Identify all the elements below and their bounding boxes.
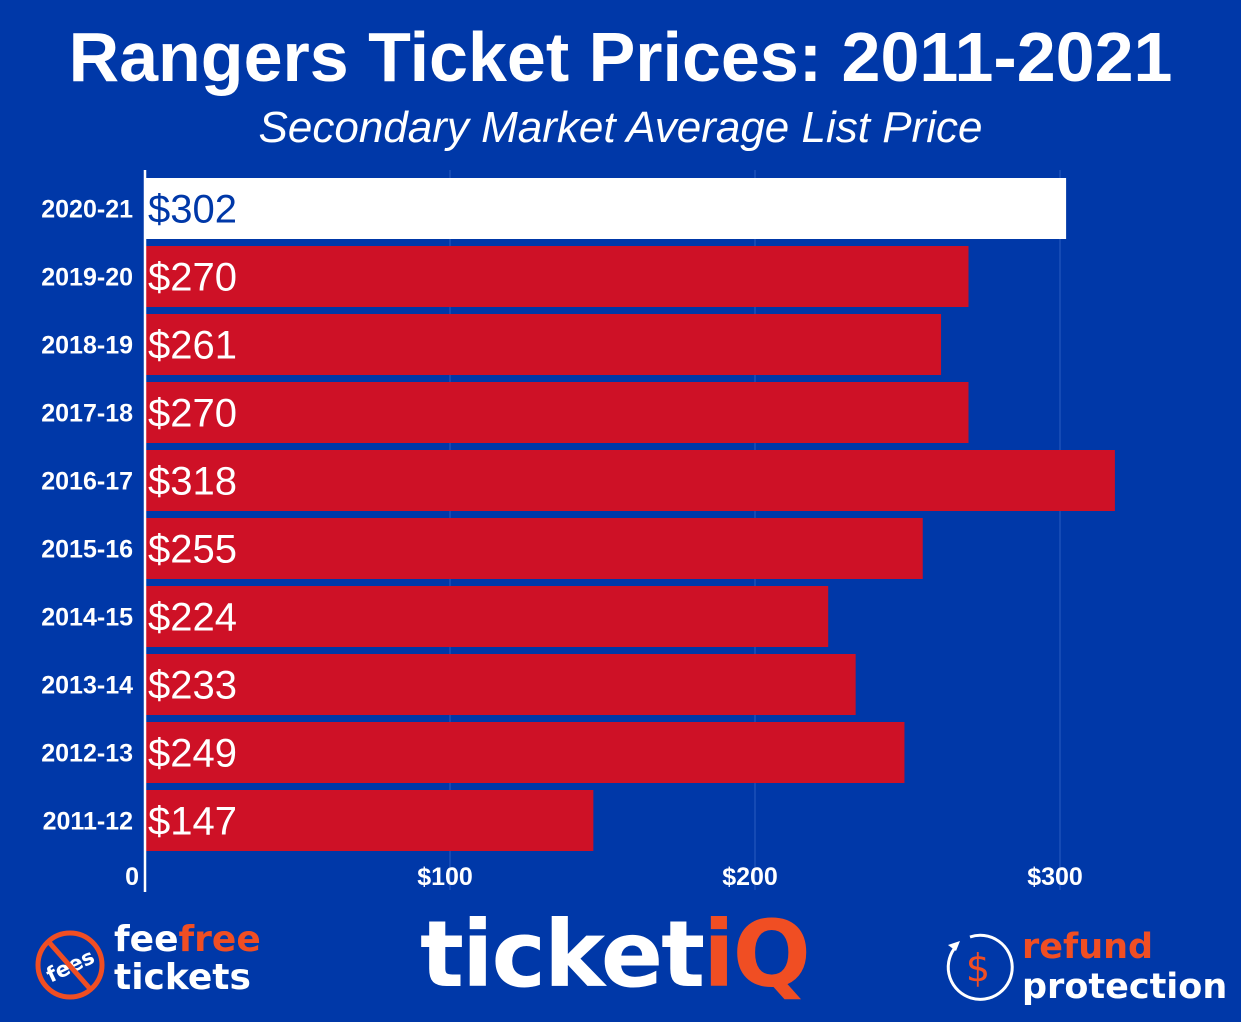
bar-2020-21 xyxy=(145,178,1067,239)
bar-2019-20 xyxy=(145,246,969,307)
refund-text: refund xyxy=(1022,927,1154,967)
chart-subtitle: Secondary Market Average List Price xyxy=(258,103,983,152)
bar-2018-19 xyxy=(145,314,942,375)
bar-2016-17 xyxy=(145,450,1115,511)
bar-2012-13 xyxy=(145,722,905,783)
y-tick-label: 2018-19 xyxy=(41,332,133,360)
svg-text:$: $ xyxy=(966,946,990,990)
bar-2015-16 xyxy=(145,518,923,579)
data-label: $249 xyxy=(148,732,237,776)
y-tick-label: 2011-12 xyxy=(43,808,133,836)
bar-2011-12 xyxy=(145,790,594,851)
brand-main: ticket xyxy=(420,901,705,1008)
data-label: $233 xyxy=(148,664,237,708)
bar-2017-18 xyxy=(145,382,969,443)
y-tick-label: 2013-14 xyxy=(41,672,133,700)
bar-2013-14 xyxy=(145,654,856,715)
no-fees-icon: fees xyxy=(35,930,105,1000)
data-label: $147 xyxy=(148,800,237,844)
data-label: $318 xyxy=(148,460,237,504)
ticketiq-logo: ticketiQ xyxy=(420,905,811,1005)
y-tick-label: 2020-21 xyxy=(41,196,133,224)
protection-text: protection xyxy=(1022,967,1228,1007)
y-tick-label: 2012-13 xyxy=(41,740,133,768)
y-tick-label: 2016-17 xyxy=(41,468,133,496)
y-tick-label: 2017-18 xyxy=(41,400,133,428)
data-label: $270 xyxy=(148,256,237,300)
y-tick-label: 2019-20 xyxy=(41,264,133,292)
x-tick-label: 0 xyxy=(125,863,139,891)
x-tick-label: $200 xyxy=(722,863,778,891)
data-label: $255 xyxy=(148,528,237,572)
tickets-text: tickets xyxy=(114,957,251,998)
data-label: $224 xyxy=(148,596,237,640)
dollar-refund-icon: $ xyxy=(946,933,1014,1001)
x-tick-label: $300 xyxy=(1027,863,1083,891)
data-label: $261 xyxy=(148,324,237,368)
bar-2014-15 xyxy=(145,586,829,647)
free-text: free xyxy=(178,919,261,960)
brand-accent: iQ xyxy=(703,901,811,1008)
chart-title: Rangers Ticket Prices: 2011-2021 xyxy=(68,18,1173,96)
bar-chart: 0 $100 $200 $300 $302 2020-21 $270 2019-20 $261 2… xyxy=(41,170,1115,892)
x-tick-label: $100 xyxy=(417,863,473,891)
data-label: $270 xyxy=(148,392,237,436)
data-label: $302 xyxy=(148,188,237,232)
y-tick-label: 2015-16 xyxy=(41,536,133,564)
fee-text: fee xyxy=(114,919,179,960)
y-tick-label: 2014-15 xyxy=(41,604,133,632)
